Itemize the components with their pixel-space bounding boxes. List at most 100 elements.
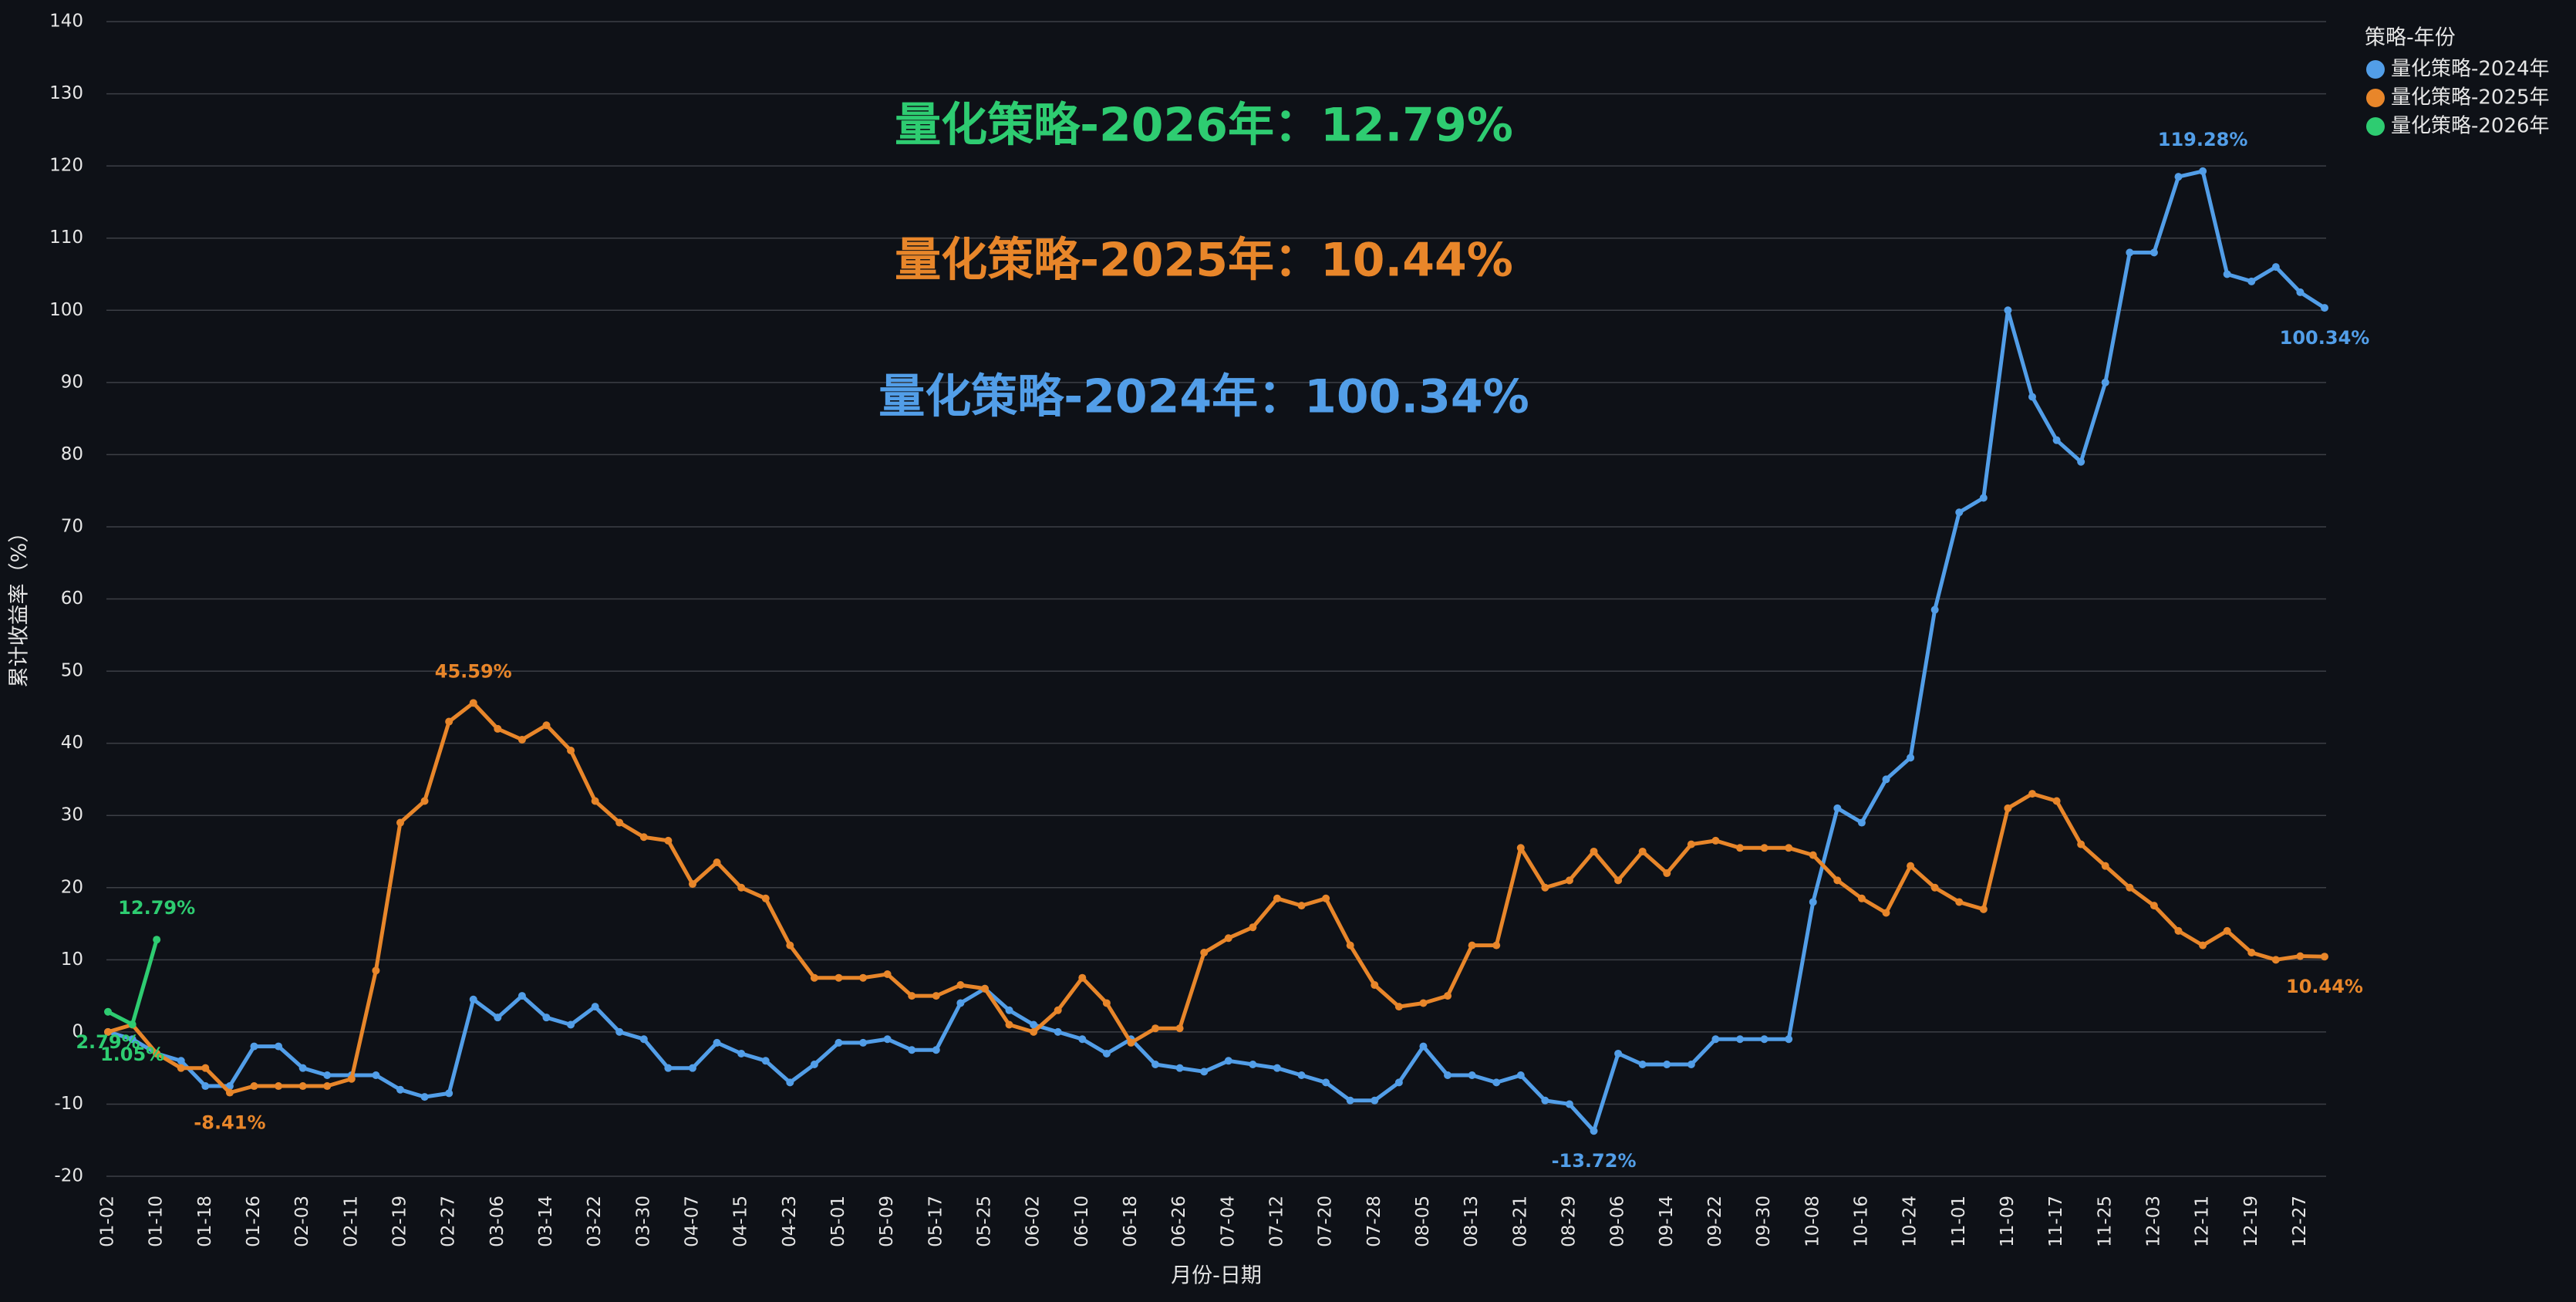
series-point (1809, 851, 1817, 859)
data-label: 2.79% (76, 1031, 140, 1053)
series-point (2004, 804, 2012, 812)
series-point (372, 966, 380, 975)
series-point (1224, 934, 1232, 943)
series-point (859, 973, 868, 982)
legend-marker[interactable] (2366, 60, 2385, 79)
series-point (1760, 844, 1768, 852)
series-point (2296, 952, 2305, 960)
x-tick-label: 02-27 (439, 1196, 459, 1247)
series-point (908, 992, 916, 1000)
x-tick-label: 05-09 (877, 1196, 897, 1247)
series-point (1882, 909, 1890, 917)
x-tick-label: 10-24 (1900, 1196, 1920, 1247)
series-point (2199, 167, 2207, 175)
series-point (1663, 1060, 1671, 1068)
x-tick-label: 06-02 (1023, 1196, 1044, 1247)
series-point (1541, 1096, 1549, 1105)
series-point (2296, 288, 2305, 296)
series-point (250, 1042, 258, 1051)
series-point (2028, 790, 2037, 798)
x-tick-label: 10-16 (1851, 1196, 1871, 1247)
x-tick-label: 02-19 (389, 1196, 410, 1247)
series-point (713, 1038, 721, 1047)
series-point (1444, 992, 1452, 1000)
x-tick-label: 07-04 (1218, 1196, 1238, 1247)
series-point (615, 818, 624, 827)
headline-annotation: 量化策略-2026年：12.79% (895, 99, 1513, 153)
series-point (1175, 1024, 1184, 1033)
series-point (128, 1035, 137, 1044)
x-tick-label: 02-03 (292, 1196, 312, 1247)
legend-marker[interactable] (2366, 89, 2385, 107)
series-point (1687, 840, 1695, 848)
series-point (810, 1060, 818, 1068)
series-point (1614, 1049, 1623, 1057)
legend-label[interactable]: 量化策略-2024年 (2391, 58, 2550, 81)
series-point (1565, 1100, 1573, 1108)
legend-label[interactable]: 量化策略-2026年 (2391, 115, 2550, 138)
x-tick-label: 09-22 (1705, 1196, 1725, 1247)
series-point (1711, 1035, 1720, 1044)
series-point (1371, 981, 1379, 990)
series-point (1930, 883, 1939, 892)
series-line (107, 700, 2325, 1095)
series-point (2077, 457, 2085, 466)
series-point (177, 1057, 185, 1065)
series-point (177, 1064, 185, 1072)
y-tick-label: 130 (49, 83, 83, 103)
series-point (1590, 1127, 1598, 1135)
y-tick-label: -10 (54, 1094, 83, 1114)
x-tick-label: 09-06 (1608, 1196, 1628, 1247)
x-tick-label: 03-06 (487, 1196, 507, 1247)
series-point (810, 973, 818, 982)
x-tick-label: 11-17 (2046, 1196, 2066, 1247)
data-label: 10.44% (2286, 976, 2363, 997)
x-tick-label: 03-30 (633, 1196, 653, 1247)
series-point (1200, 1068, 1209, 1076)
series-point (2321, 953, 2328, 961)
series-point (1224, 1057, 1232, 1065)
x-tick-label: 12-19 (2241, 1196, 2261, 1247)
y-tick-label: 10 (61, 950, 83, 970)
legend-label[interactable]: 量化策略-2025年 (2391, 86, 2550, 110)
x-tick-label: 01-26 (244, 1196, 264, 1247)
series-point (1809, 898, 1817, 906)
series-point (1663, 869, 1671, 878)
series-point (469, 699, 477, 707)
series-point (980, 984, 989, 993)
series-point (835, 1038, 843, 1047)
series-point (835, 973, 843, 982)
series-point (1394, 1078, 1403, 1087)
series-point (1638, 847, 1647, 855)
series-point (1030, 1020, 1038, 1029)
y-tick-label: 0 (72, 1021, 83, 1041)
y-tick-label: 90 (61, 372, 83, 392)
series-point (2223, 270, 2231, 278)
series-point (275, 1042, 283, 1051)
series-point (639, 1035, 648, 1044)
x-tick-label: 06-26 (1169, 1196, 1189, 1247)
x-tick-label: 01-18 (195, 1196, 215, 1247)
series-point (396, 818, 404, 827)
series-point (932, 992, 940, 1000)
series-point (1322, 1078, 1330, 1087)
series-point (1322, 894, 1330, 902)
series-point (1833, 876, 1842, 885)
y-tick-label: 110 (49, 228, 83, 248)
y-tick-label: 60 (61, 589, 83, 609)
series-point (1638, 1060, 1647, 1068)
x-tick-label: 08-29 (1559, 1196, 1579, 1247)
legend-marker[interactable] (2366, 117, 2385, 136)
series-point (761, 894, 770, 902)
x-tick-label: 02-11 (341, 1196, 361, 1247)
series-point (2028, 393, 2037, 401)
series-point (1857, 894, 1866, 902)
series-point (518, 992, 526, 1000)
series-point (396, 1085, 404, 1094)
series-point (1468, 941, 1476, 950)
series-point (372, 1071, 380, 1080)
series-point (1492, 941, 1501, 950)
x-tick-label: 05-17 (926, 1196, 946, 1247)
series-point (591, 1003, 599, 1011)
series-point (1102, 1049, 1111, 1057)
